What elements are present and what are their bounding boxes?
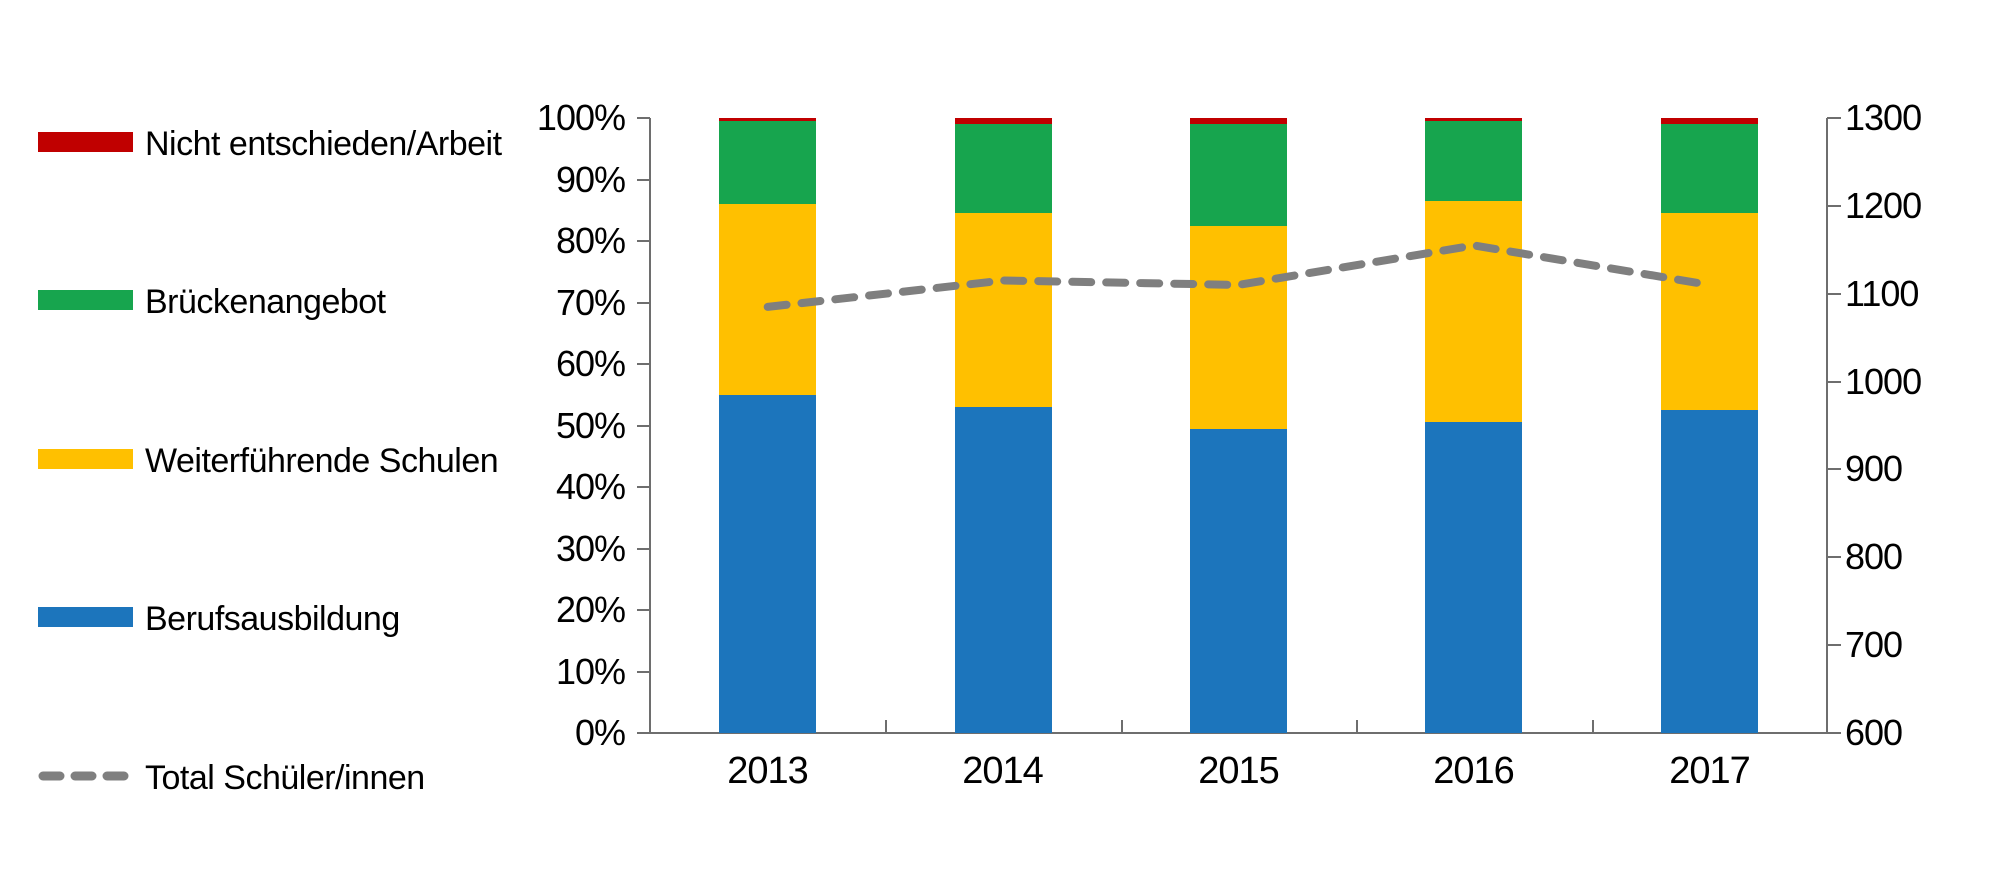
left-axis-line	[649, 118, 651, 734]
bar-segment	[955, 118, 1052, 125]
x-axis-tick	[1356, 720, 1358, 733]
left-axis-tick-label: 20%	[555, 589, 626, 630]
bar-segment	[719, 121, 816, 205]
right-axis-tick-label: 1200	[1845, 185, 1922, 226]
right-axis-tick	[1827, 381, 1841, 383]
chart-legend: Nicht entschieden/Arbeit Brückenangebot We…	[38, 125, 518, 797]
x-axis-tick	[1592, 720, 1594, 733]
legend-color-swatch-icon	[38, 607, 133, 628]
left-axis-tick-label: 0%	[574, 712, 626, 753]
right-axis-tick-label: 1100	[1845, 273, 1919, 314]
bar-segment	[1425, 121, 1522, 202]
x-axis-tick	[885, 720, 887, 733]
stacked-bar-2015	[1190, 118, 1287, 733]
legend-label: Berufsausbildung	[145, 600, 400, 639]
x-axis-line	[640, 732, 1841, 734]
stacked-bar-2016	[1425, 118, 1522, 733]
stacked-bar-2013	[719, 118, 816, 733]
x-axis-category-label: 2015	[1198, 750, 1280, 792]
left-axis-tick-label: 80%	[555, 220, 626, 261]
left-axis-tick	[637, 179, 650, 181]
left-axis-tick-label: 60%	[555, 343, 626, 384]
x-axis-tick	[1121, 720, 1123, 733]
right-axis-line	[1826, 118, 1828, 734]
legend-color-swatch-icon	[38, 132, 133, 152]
x-axis-category-label: 2013	[727, 750, 809, 792]
right-axis-tick-label: 600	[1845, 712, 1903, 753]
right-axis-tick	[1827, 468, 1841, 470]
stacked-bar-2014	[955, 118, 1052, 733]
bar-segment	[1190, 118, 1287, 125]
left-axis-tick-label: 70%	[555, 282, 626, 323]
left-axis-tick	[637, 363, 650, 365]
left-axis-tick-label: 10%	[555, 651, 626, 692]
bar-segment	[1190, 428, 1287, 733]
left-axis-tick	[637, 732, 650, 734]
x-axis-category-label: 2014	[962, 750, 1044, 792]
bar-segment	[1425, 118, 1522, 122]
right-axis-tick	[1827, 556, 1841, 558]
left-axis-tick	[637, 671, 650, 673]
bar-segment	[1661, 118, 1758, 125]
left-axis-tick	[637, 486, 650, 488]
right-axis-tick-label: 700	[1845, 624, 1903, 665]
bar-segment	[719, 394, 816, 733]
legend-item: Berufsausbildung	[38, 600, 518, 638]
legend-dash-swatch-icon	[38, 771, 133, 781]
bar-segment	[1425, 422, 1522, 733]
right-axis-tick	[1827, 732, 1841, 734]
bar-segment	[1425, 201, 1522, 423]
bar-segment	[719, 118, 816, 122]
legend-color-swatch-icon	[38, 448, 133, 469]
bar-segment	[955, 124, 1052, 214]
right-axis-tick-label: 1000	[1845, 361, 1922, 402]
right-axis-tick	[1827, 644, 1841, 646]
left-axis-tick	[637, 302, 650, 304]
left-axis-tick-label: 100%	[536, 97, 626, 138]
bar-segment	[1661, 410, 1758, 733]
bar-segment	[955, 213, 1052, 408]
left-axis-tick-label: 40%	[555, 466, 626, 507]
left-axis-tick-label: 50%	[555, 405, 626, 446]
stacked-bar-2017	[1661, 118, 1758, 733]
bar-segment	[719, 204, 816, 395]
legend-item: Nicht entschieden/Arbeit	[38, 125, 518, 163]
bar-segment	[1661, 124, 1758, 214]
left-axis-tick	[637, 609, 650, 611]
right-axis-tick	[1827, 293, 1841, 295]
legend-label: Weiterführende Schulen	[145, 441, 499, 480]
right-axis-tick-label: 900	[1845, 448, 1903, 489]
left-axis-tick	[637, 240, 650, 242]
plot-area: 100% 90% 80% 70% 60% 50% 40% 30% 20% 10% 0% 1300 12…	[537, 100, 1922, 793]
x-axis-category-label: 2016	[1433, 750, 1515, 792]
legend-item: Weiterführende Schulen	[38, 442, 518, 480]
left-axis-tick	[637, 425, 650, 427]
right-axis-tick	[1827, 117, 1841, 119]
bar-segment	[955, 407, 1052, 733]
bar-segment	[1661, 213, 1758, 411]
legend-item: Total Schüler/innen	[38, 759, 518, 797]
legend-color-swatch-icon	[38, 290, 133, 311]
x-axis-category-label: 2017	[1669, 750, 1751, 792]
legend-label: Nicht entschieden/Arbeit	[145, 125, 502, 163]
right-axis-tick-label: 1300	[1845, 97, 1922, 138]
legend-label: Total Schüler/innen	[145, 758, 425, 797]
right-axis-tick	[1827, 205, 1841, 207]
legend-item: Brückenangebot	[38, 283, 518, 321]
right-axis-tick-label: 800	[1845, 536, 1903, 577]
left-axis-tick	[637, 117, 650, 119]
legend-label: Brückenangebot	[145, 283, 386, 322]
left-axis-tick-label: 90%	[555, 159, 626, 200]
bar-segment	[1190, 225, 1287, 429]
bar-segment	[1190, 124, 1287, 226]
left-axis-tick-label: 30%	[555, 528, 626, 569]
left-axis-tick	[637, 548, 650, 550]
